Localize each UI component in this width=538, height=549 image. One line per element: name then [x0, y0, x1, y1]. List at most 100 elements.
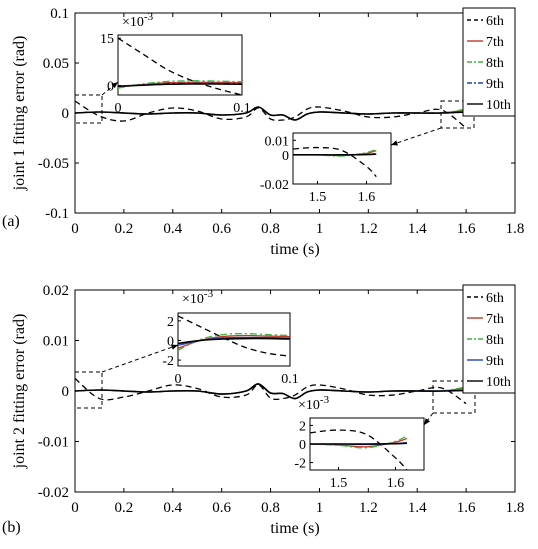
x-tick-label: 1.6 [457, 221, 476, 237]
zoom-arrow-head [424, 418, 431, 425]
zoom-arrow-head [391, 140, 398, 146]
exponent-power: -3 [144, 11, 154, 23]
inset-series-line-10th [293, 153, 377, 156]
legend-label-7th: 7th [486, 312, 504, 327]
x-tick-label: 1.8 [506, 500, 525, 516]
inset-series-group [118, 37, 242, 95]
inset-y-tick-label: 15 [100, 32, 114, 47]
series-line-6th [75, 100, 467, 129]
panel-label: (b) [2, 519, 21, 536]
x-tick-label: 0.4 [163, 221, 182, 237]
inset-series-line-6th [178, 315, 290, 357]
x-tick-label: 1.4 [408, 500, 427, 516]
inset-series-line-6th [293, 146, 377, 178]
inset-x-tick-label: 1.6 [387, 476, 405, 491]
inset-x-tick-label: 1.6 [358, 190, 376, 205]
inset-y-tick-label: 0 [282, 149, 289, 164]
inset-x-tick-label: 0.1 [281, 372, 299, 387]
y-tick-label: 0.01 [43, 334, 69, 350]
inset-x-tick-label: 0 [175, 372, 182, 387]
inset-series-group [293, 146, 377, 178]
inset-exponent-label: ×10-3 [122, 11, 154, 30]
y-tick-label: 0.02 [43, 283, 69, 299]
inset-y-tick-label: -2 [162, 354, 174, 369]
exponent-base: ×10 [298, 398, 320, 413]
inset-2: 2 0 -2 1.5 1.6 ×10-3 [294, 380, 476, 491]
exponent-power: -3 [320, 394, 330, 406]
x-tick-label: 1.6 [457, 500, 476, 516]
y-axis-label: joint 2 fitting error (rad) [11, 314, 28, 470]
exponent-base: ×10 [122, 15, 144, 30]
inset-exponent-label: ×10-3 [182, 288, 214, 307]
y-tick-label: -0.01 [38, 435, 69, 451]
inset-1: 20-20 0.1×10-3 [74, 288, 299, 409]
legend-label-10th: 10th [486, 98, 511, 113]
x-tick-label: 0.4 [163, 500, 182, 516]
legend: 6th 7th 8th 9th 10th [462, 284, 516, 394]
legend: 6th 7th 8th 9th 10th [462, 7, 516, 117]
x-axis-label: time (s) [270, 241, 319, 258]
inset-series-line-10th [118, 83, 242, 87]
x-tick-label: 1.8 [506, 221, 525, 237]
x-tick-label: 1.2 [359, 221, 378, 237]
y-tick-label: 0 [62, 384, 70, 400]
y-axis-label: joint 1 fitting error (rad) [11, 36, 28, 192]
panel-b: 0 0.2 0.4 0.6 0.8 1 1.2 1.4 1.6 1.8-0.02-0.0100.0… [2, 283, 524, 537]
series-group [75, 100, 467, 129]
legend-label-10th: 10th [486, 375, 511, 390]
legend-label-8th: 8th [486, 56, 504, 71]
inset-2: 0.010 -0.02 1.5 1.6 [260, 100, 475, 205]
exponent-base: ×10 [182, 292, 204, 307]
x-tick-label: 1.2 [359, 500, 378, 516]
x-tick-label: 0.6 [212, 221, 231, 237]
zoom-arrow-head [111, 82, 118, 89]
series-group [75, 377, 467, 405]
zoom-box [74, 371, 103, 409]
inset-series-line-8th [118, 80, 242, 89]
inset-series-line-10th [310, 442, 407, 445]
inset-x-tick-label: 1.5 [309, 190, 327, 205]
x-tick-label: 0.2 [115, 221, 134, 237]
legend-label-8th: 8th [486, 333, 504, 348]
zoom-box [432, 380, 476, 414]
series-line-10th [75, 383, 467, 400]
y-tick-label: -0.1 [45, 206, 69, 222]
zoom-arrow-head [171, 344, 178, 350]
legend-label-9th: 9th [486, 354, 504, 369]
exponent-power: -3 [204, 288, 214, 300]
inset-y-tick-label: -2 [294, 457, 306, 472]
zoom-arrow [423, 412, 434, 426]
inset-x-tick-label: 1.5 [330, 476, 348, 491]
y-tick-label: -0.05 [38, 156, 69, 172]
series-line-10th [75, 106, 467, 121]
series-line-6th [75, 377, 467, 405]
inset-series-line-8th [178, 332, 290, 351]
inset-y-tick-label: 2 [299, 419, 306, 434]
x-tick-label: 0 [71, 221, 79, 237]
legend-label-6th: 6th [486, 291, 504, 306]
x-tick-label: 0.2 [115, 500, 134, 516]
inset-frame [177, 312, 291, 367]
x-tick-label: 0.6 [212, 500, 231, 516]
legend-label-6th: 6th [486, 14, 504, 29]
inset-series-group [310, 429, 408, 470]
inset-series-line-6th [118, 37, 242, 95]
zoom-arrow [390, 127, 442, 146]
inset-series-line-10th [178, 337, 290, 345]
inset-y-tick-label: 0.01 [265, 134, 290, 149]
legend-label-9th: 9th [486, 77, 504, 92]
inset-x-tick-label: 0 [115, 101, 122, 116]
inset-series-line-8th [310, 435, 408, 449]
zoom-box [440, 100, 475, 129]
x-tick-label: 1.4 [408, 221, 427, 237]
x-axis-label: time (s) [270, 520, 319, 537]
inset-y-tick-label: 0 [299, 438, 306, 453]
inset-1: 15 00 0.1 ×10-3 [74, 11, 251, 124]
legend-label-7th: 7th [486, 35, 504, 50]
y-tick-label: -0.02 [38, 485, 69, 501]
inset-y-tick-label: 0 [107, 80, 114, 95]
panel-label: (a) [2, 213, 20, 230]
inset-y-tick-label: 0 [167, 334, 174, 349]
x-tick-label: 1 [316, 500, 324, 516]
